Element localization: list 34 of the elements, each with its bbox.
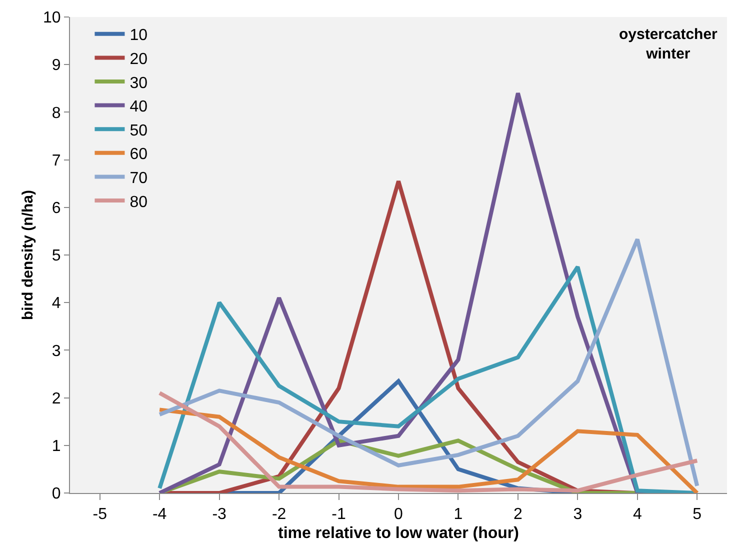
x-tick-label: 2: [513, 506, 522, 524]
y-tick-label: 8: [52, 104, 61, 122]
y-tick-label: 0: [52, 486, 61, 503]
y-tick-label: 1: [52, 438, 61, 455]
y-tick-label: 5: [52, 248, 61, 265]
legend-label: 80: [130, 194, 148, 211]
legend-label: 70: [130, 170, 148, 187]
legend-label: 60: [130, 146, 148, 164]
x-tick-label: -2: [272, 506, 286, 524]
legend-label: 30: [130, 74, 148, 92]
legend-label: 10: [130, 27, 148, 44]
x-tick-label: 3: [573, 506, 582, 524]
legend-label: 50: [130, 122, 148, 140]
legend-label: 20: [130, 50, 148, 68]
x-tick-label: -5: [92, 506, 108, 524]
y-tick-label: 3: [52, 342, 61, 360]
x-tick-label: -1: [332, 506, 346, 524]
x-axis-title: time relative to low water (hour): [278, 524, 519, 542]
y-tick-label: 7: [52, 152, 61, 170]
y-tick-label: 4: [52, 295, 61, 312]
line-series: [158, 408, 700, 493]
x-tick-label: 4: [632, 506, 642, 524]
x-tick-label: -3: [212, 506, 227, 524]
y-tick-label: 9: [52, 57, 61, 74]
x-tick-label: -4: [152, 506, 167, 524]
x-tick-label: 0: [394, 506, 404, 524]
annotation: oystercatcher winter: [619, 26, 718, 62]
x-tick-label: 1: [454, 506, 463, 524]
y-tick-label: 2: [52, 390, 61, 408]
y-tick-label: 10: [43, 10, 61, 27]
legend-label: 40: [130, 98, 148, 116]
y-axis-title: bird density (n/ha): [19, 190, 36, 320]
x-tick-label: 5: [692, 506, 702, 524]
y-tick-label: 6: [52, 200, 61, 217]
